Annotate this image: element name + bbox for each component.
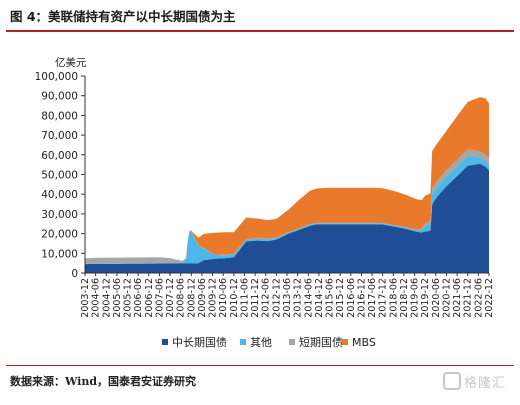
y-tick-label: 40,000 (41, 189, 78, 201)
y-tick-label: 20,000 (41, 229, 78, 241)
x-tick-label: 2011-06 (239, 278, 250, 318)
x-tick-label: 2021-06 (452, 278, 463, 318)
legend: 中长期国债 其他 短期国债 MBS (162, 335, 376, 349)
title-divider (6, 30, 514, 32)
x-tick-label: 2008-12 (186, 278, 197, 318)
y-tick-label: 80,000 (41, 110, 78, 122)
x-tick-label: 2022-12 (484, 278, 495, 318)
x-tick-label: 2009-06 (197, 278, 208, 318)
x-tick-label: 2003-12 (80, 278, 91, 318)
x-tick-label: 2017-12 (378, 278, 389, 318)
y-tick-label: 10,000 (41, 248, 78, 260)
x-tick-label: 2008-06 (176, 278, 187, 318)
watermark: 格隆汇 (442, 372, 506, 391)
x-tick-label: 2006-12 (144, 278, 155, 318)
x-tick-label: 2015-12 (335, 278, 346, 318)
x-tick-label: 2011-12 (250, 278, 261, 318)
x-tick-label: 2018-06 (388, 278, 399, 318)
x-tick-label: 2004-12 (101, 278, 112, 318)
x-tick-label: 2012-06 (261, 278, 272, 318)
legend-label: 其他 (250, 336, 272, 349)
figure-title: 图 4：美联储持有资产以中长期国债为主 (10, 9, 236, 24)
x-tick-label: 2018-12 (399, 278, 410, 318)
watermark-text: 格隆汇 (463, 376, 506, 391)
legend-label: MBS (352, 336, 376, 349)
source-note: 数据来源：Wind，国泰君安证券研究 (10, 375, 197, 388)
x-tick-label: 2016-12 (356, 278, 367, 318)
legend-label: 短期国债 (299, 335, 343, 349)
y-tick-label: 70,000 (41, 130, 78, 142)
y-tick-label: 100,000 (35, 71, 78, 83)
x-axis: 2003-12 2004-06 2004-12 2005-06 2005-12 2006-… (80, 272, 495, 318)
y-axis: 0 10,000 20,000 30,000 40,000 50,000 60,000 70,… (35, 71, 86, 280)
y-tick-label: 0 (71, 268, 78, 280)
x-tick-label: 2022-06 (473, 278, 484, 318)
x-tick-label: 2019-12 (420, 278, 431, 318)
series-area-0 (85, 163, 489, 273)
legend-label: 中长期国债 (172, 335, 227, 349)
footer-divider (6, 365, 514, 366)
x-tick-label: 2012-12 (271, 278, 282, 318)
x-tick-label: 2017-06 (367, 278, 378, 318)
y-tick-label: 90,000 (41, 91, 78, 103)
unit-label: 亿美元 (55, 56, 87, 69)
x-tick-label: 2013-06 (282, 278, 293, 318)
x-tick-label: 2004-06 (91, 278, 102, 318)
x-tick-label: 2010-06 (218, 278, 229, 318)
x-tick-label: 2007-12 (165, 278, 176, 318)
x-tick-label: 2020-12 (441, 278, 452, 318)
y-tick-label: 30,000 (41, 209, 78, 221)
legend-swatch (162, 339, 168, 345)
x-tick-label: 2020-06 (431, 278, 442, 318)
watermark-logo-icon (442, 372, 461, 390)
y-tick-label: 50,000 (41, 170, 78, 182)
x-tick-label: 2010-12 (229, 278, 240, 318)
x-tick-label: 2014-06 (303, 278, 314, 318)
x-tick-label: 2013-12 (293, 278, 304, 318)
x-tick-label: 2014-12 (314, 278, 325, 318)
x-tick-label: 2015-06 (325, 278, 336, 318)
x-tick-label: 2005-06 (112, 278, 123, 318)
legend-swatch (240, 339, 246, 345)
x-tick-label: 2009-12 (208, 278, 219, 318)
legend-swatch (342, 339, 348, 345)
series-areas (85, 97, 489, 273)
x-tick-label: 2005-12 (123, 278, 134, 318)
x-tick-label: 2019-06 (410, 278, 421, 318)
x-tick-label: 2016-06 (346, 278, 357, 318)
legend-swatch (289, 339, 295, 345)
stacked-area-chart: 亿美元 0 10,000 20,000 30,000 40,000 50,000 60,00… (35, 56, 495, 349)
x-tick-label: 2007-06 (154, 278, 165, 318)
x-tick-label: 2021-12 (463, 278, 474, 318)
x-tick-label: 2006-06 (133, 278, 144, 318)
series-area-3 (85, 97, 489, 261)
y-tick-label: 60,000 (41, 150, 78, 162)
